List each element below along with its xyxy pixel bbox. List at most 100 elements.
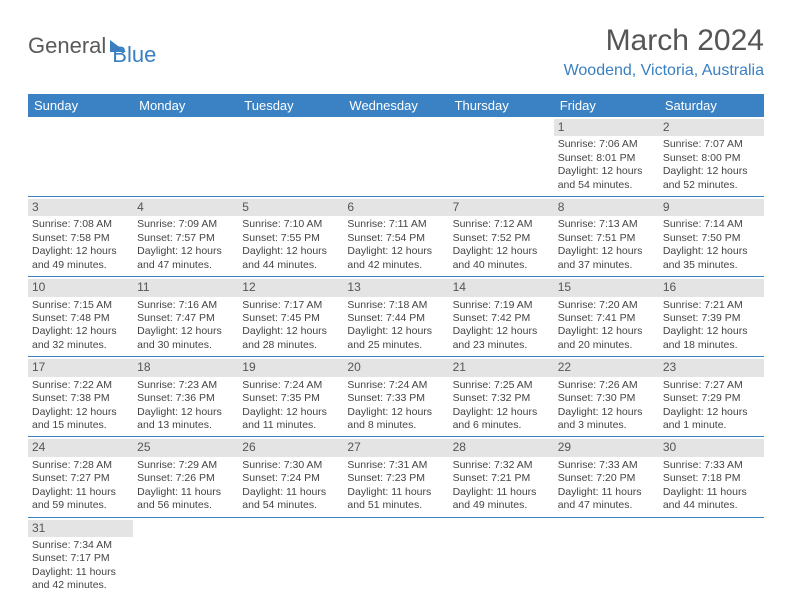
date-number: 6 — [343, 199, 448, 216]
calendar-cell: 12Sunrise: 7:17 AMSunset: 7:45 PMDayligh… — [238, 277, 343, 356]
date-number: 22 — [554, 359, 659, 376]
date-number: 21 — [449, 359, 554, 376]
date-number: 5 — [238, 199, 343, 216]
sunset-text: Sunset: 7:50 PM — [663, 232, 760, 245]
daylight-text: Daylight: 12 hours and 3 minutes. — [558, 406, 655, 433]
sunset-text: Sunset: 7:41 PM — [558, 312, 655, 325]
calendar-cell-empty — [449, 518, 554, 597]
calendar-cell: 27Sunrise: 7:31 AMSunset: 7:23 PMDayligh… — [343, 437, 448, 516]
calendar-cell: 31Sunrise: 7:34 AMSunset: 7:17 PMDayligh… — [28, 518, 133, 597]
calendar-cell: 5Sunrise: 7:10 AMSunset: 7:55 PMDaylight… — [238, 197, 343, 276]
calendar-cell: 28Sunrise: 7:32 AMSunset: 7:21 PMDayligh… — [449, 437, 554, 516]
week-row: 10Sunrise: 7:15 AMSunset: 7:48 PMDayligh… — [28, 277, 764, 357]
daylight-text: Daylight: 12 hours and 32 minutes. — [32, 325, 129, 352]
daylight-text: Daylight: 12 hours and 28 minutes. — [242, 325, 339, 352]
daylight-text: Daylight: 12 hours and 6 minutes. — [453, 406, 550, 433]
date-number: 30 — [659, 439, 764, 456]
date-number: 4 — [133, 199, 238, 216]
calendar-cell-empty — [554, 518, 659, 597]
calendar-cell-empty — [343, 518, 448, 597]
daylight-text: Daylight: 12 hours and 37 minutes. — [558, 245, 655, 272]
calendar-cell: 20Sunrise: 7:24 AMSunset: 7:33 PMDayligh… — [343, 357, 448, 436]
sunset-text: Sunset: 7:58 PM — [32, 232, 129, 245]
sunset-text: Sunset: 7:30 PM — [558, 392, 655, 405]
calendar-cell: 23Sunrise: 7:27 AMSunset: 7:29 PMDayligh… — [659, 357, 764, 436]
calendar-cell: 29Sunrise: 7:33 AMSunset: 7:20 PMDayligh… — [554, 437, 659, 516]
week-row: 3Sunrise: 7:08 AMSunset: 7:58 PMDaylight… — [28, 197, 764, 277]
sunset-text: Sunset: 7:35 PM — [242, 392, 339, 405]
daylight-text: Daylight: 11 hours and 44 minutes. — [663, 486, 760, 513]
sunrise-text: Sunrise: 7:33 AM — [663, 459, 760, 472]
logo: General Blue — [28, 24, 156, 68]
daylight-text: Daylight: 11 hours and 56 minutes. — [137, 486, 234, 513]
sunset-text: Sunset: 7:52 PM — [453, 232, 550, 245]
sunset-text: Sunset: 7:42 PM — [453, 312, 550, 325]
sunset-text: Sunset: 7:44 PM — [347, 312, 444, 325]
calendar-cell: 13Sunrise: 7:18 AMSunset: 7:44 PMDayligh… — [343, 277, 448, 356]
calendar-cell: 15Sunrise: 7:20 AMSunset: 7:41 PMDayligh… — [554, 277, 659, 356]
sunrise-text: Sunrise: 7:15 AM — [32, 299, 129, 312]
day-header: Sunday — [28, 94, 133, 117]
sunrise-text: Sunrise: 7:16 AM — [137, 299, 234, 312]
sunset-text: Sunset: 8:00 PM — [663, 152, 760, 165]
sunrise-text: Sunrise: 7:06 AM — [558, 138, 655, 151]
sunset-text: Sunset: 7:55 PM — [242, 232, 339, 245]
sunrise-text: Sunrise: 7:26 AM — [558, 379, 655, 392]
date-number: 10 — [28, 279, 133, 296]
sunrise-text: Sunrise: 7:07 AM — [663, 138, 760, 151]
day-header: Thursday — [449, 94, 554, 117]
daylight-text: Daylight: 12 hours and 11 minutes. — [242, 406, 339, 433]
calendar-cell: 14Sunrise: 7:19 AMSunset: 7:42 PMDayligh… — [449, 277, 554, 356]
daylight-text: Daylight: 12 hours and 1 minute. — [663, 406, 760, 433]
location-label: Woodend, Victoria, Australia — [564, 62, 764, 80]
sunrise-text: Sunrise: 7:24 AM — [242, 379, 339, 392]
date-number: 1 — [554, 119, 659, 136]
date-number: 23 — [659, 359, 764, 376]
day-header: Monday — [133, 94, 238, 117]
sunset-text: Sunset: 7:29 PM — [663, 392, 760, 405]
week-row: 24 Sunrise: 7:28 AMSunset: 7:27 PM Dayligh… — [28, 437, 764, 517]
sunset-text: Sunset: 7:27 PM — [32, 472, 129, 485]
calendar-cell: 11 Sunrise: 7:16 AMSunset: 7:47 PMDayligh… — [133, 277, 238, 356]
sunset-text: Sunset: 7:23 PM — [347, 472, 444, 485]
date-number: 3 — [28, 199, 133, 216]
date-number: 11 — [133, 279, 238, 296]
sunset-text: Sunset: 7:36 PM — [137, 392, 234, 405]
daylight-text: Daylight: 12 hours and 49 minutes. — [32, 245, 129, 272]
date-number: 24 — [28, 439, 133, 456]
sunset-text: Sunset: 7:47 PM — [137, 312, 234, 325]
calendar-cell: 21Sunrise: 7:25 AMSunset: 7:32 PMDayligh… — [449, 357, 554, 436]
date-number: 12 — [238, 279, 343, 296]
calendar-cell: 2Sunrise: 7:07 AMSunset: 8:00 PMDaylight… — [659, 117, 764, 196]
calendar-cell: 16Sunrise: 7:21 AMSunset: 7:39 PMDayligh… — [659, 277, 764, 356]
sunrise-text: Sunrise: 7:28 AM — [32, 459, 129, 472]
calendar-cell: 26Sunrise: 7:30 AMSunset: 7:24 PMDayligh… — [238, 437, 343, 516]
page-header: General Blue March 2024 Woodend, Victori… — [28, 24, 764, 80]
sunset-text: Sunset: 7:48 PM — [32, 312, 129, 325]
daylight-text: Daylight: 12 hours and 30 minutes. — [137, 325, 234, 352]
date-number: 9 — [659, 199, 764, 216]
date-number: 8 — [554, 199, 659, 216]
daylight-text: Daylight: 12 hours and 35 minutes. — [663, 245, 760, 272]
date-number: 14 — [449, 279, 554, 296]
sunrise-text: Sunrise: 7:13 AM — [558, 218, 655, 231]
calendar-cell: 6Sunrise: 7:11 AMSunset: 7:54 PMDaylight… — [343, 197, 448, 276]
sunrise-text: Sunrise: 7:10 AM — [242, 218, 339, 231]
calendar-cell: 7Sunrise: 7:12 AMSunset: 7:52 PMDaylight… — [449, 197, 554, 276]
date-number: 2 — [659, 119, 764, 136]
sunrise-text: Sunrise: 7:32 AM — [453, 459, 550, 472]
sunrise-text: Sunrise: 7:21 AM — [663, 299, 760, 312]
daylight-text: Daylight: 12 hours and 18 minutes. — [663, 325, 760, 352]
daylight-text: Daylight: 12 hours and 47 minutes. — [137, 245, 234, 272]
sunset-text: Sunset: 7:24 PM — [242, 472, 339, 485]
day-header: Wednesday — [343, 94, 448, 117]
date-number: 28 — [449, 439, 554, 456]
date-number: 26 — [238, 439, 343, 456]
calendar-cell-empty — [449, 117, 554, 196]
sunrise-text: Sunrise: 7:14 AM — [663, 218, 760, 231]
calendar-cell: 19Sunrise: 7:24 AMSunset: 7:35 PMDayligh… — [238, 357, 343, 436]
date-number: 29 — [554, 439, 659, 456]
calendar-cell: 18Sunrise: 7:23 AMSunset: 7:36 PMDayligh… — [133, 357, 238, 436]
day-header: Friday — [554, 94, 659, 117]
sunrise-text: Sunrise: 7:23 AM — [137, 379, 234, 392]
